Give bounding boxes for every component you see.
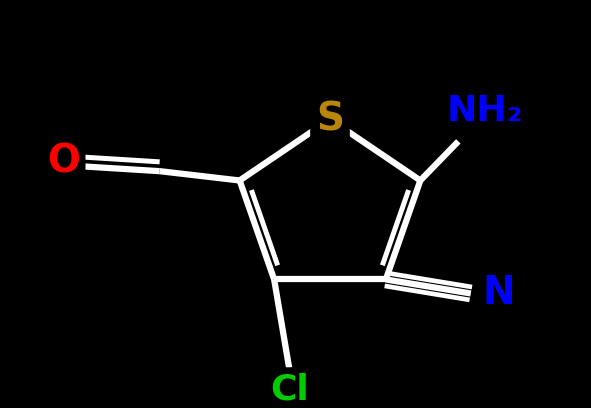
Text: S: S — [316, 100, 344, 138]
Text: Cl: Cl — [269, 373, 309, 407]
Text: NH₂: NH₂ — [447, 93, 524, 128]
Text: O: O — [47, 143, 80, 181]
Text: N: N — [483, 275, 515, 313]
